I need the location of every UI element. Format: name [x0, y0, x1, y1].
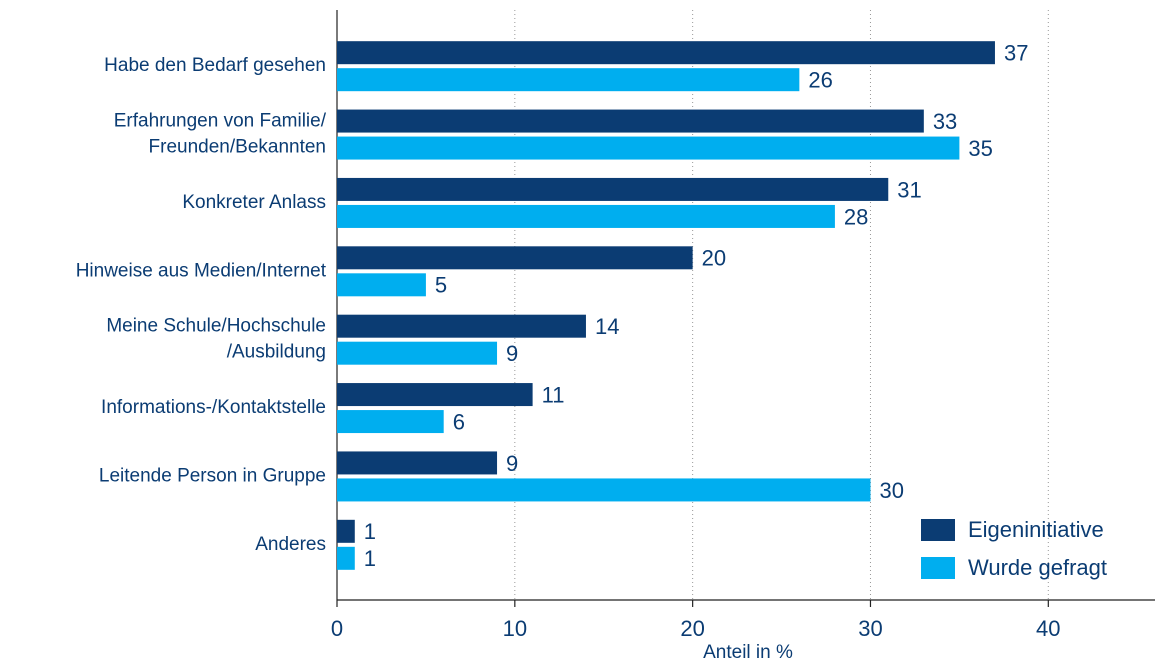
bar — [337, 546, 355, 570]
value-label: 35 — [968, 136, 992, 161]
x-axis-title: Anteil in % — [703, 642, 793, 663]
bar — [337, 177, 889, 201]
legend-label: Eigeninitiative — [968, 517, 1104, 542]
value-label: 26 — [808, 68, 832, 93]
x-tick-label: 10 — [503, 616, 527, 641]
y-tick-label: Leitende Person in Gruppe — [99, 465, 326, 486]
value-label: 11 — [542, 382, 565, 407]
legend-label: Wurde gefragt — [968, 555, 1107, 580]
bar — [337, 410, 444, 434]
bar — [337, 451, 498, 475]
value-label: 6 — [453, 409, 465, 434]
value-label: 9 — [506, 341, 518, 366]
value-label: 1 — [364, 546, 376, 571]
value-label: 5 — [435, 273, 447, 298]
value-label: 9 — [506, 451, 518, 476]
value-label: 1 — [364, 519, 376, 544]
y-tick-label: Erfahrungen von Familie/Freunden/Bekannt… — [114, 111, 327, 158]
bar — [337, 519, 355, 543]
bar — [337, 314, 586, 338]
bar — [337, 383, 533, 407]
x-tick-label: 40 — [1036, 616, 1060, 641]
value-label: 14 — [595, 314, 619, 339]
bar — [337, 246, 693, 270]
bar — [337, 273, 426, 297]
value-label: 30 — [879, 478, 903, 503]
x-tick-label: 20 — [680, 616, 704, 641]
bar — [337, 136, 960, 160]
value-label: 28 — [844, 204, 868, 229]
bar — [337, 41, 995, 65]
bar — [337, 341, 498, 365]
legend-swatch — [921, 519, 955, 541]
legend-swatch — [921, 557, 955, 579]
y-tick-label: Anderes — [255, 534, 326, 555]
value-label: 37 — [1004, 41, 1028, 66]
y-tick-label: Habe den Bedarf gesehen — [104, 55, 326, 76]
value-label: 20 — [702, 246, 726, 271]
y-tick-label: Konkreter Anlass — [182, 192, 326, 213]
value-label: 31 — [897, 177, 921, 202]
x-tick-label: 30 — [858, 616, 882, 641]
value-label: 33 — [933, 109, 957, 134]
y-tick-label: Meine Schule/Hochschule/Ausbildung — [106, 316, 326, 363]
bar — [337, 68, 800, 92]
bar — [337, 109, 924, 133]
bar — [337, 204, 835, 228]
y-tick-label: Informations-/Kontaktstelle — [101, 397, 326, 418]
x-tick-label: 0 — [331, 616, 343, 641]
y-tick-label: Hinweise aus Medien/Internet — [76, 260, 327, 281]
bar — [337, 478, 871, 502]
